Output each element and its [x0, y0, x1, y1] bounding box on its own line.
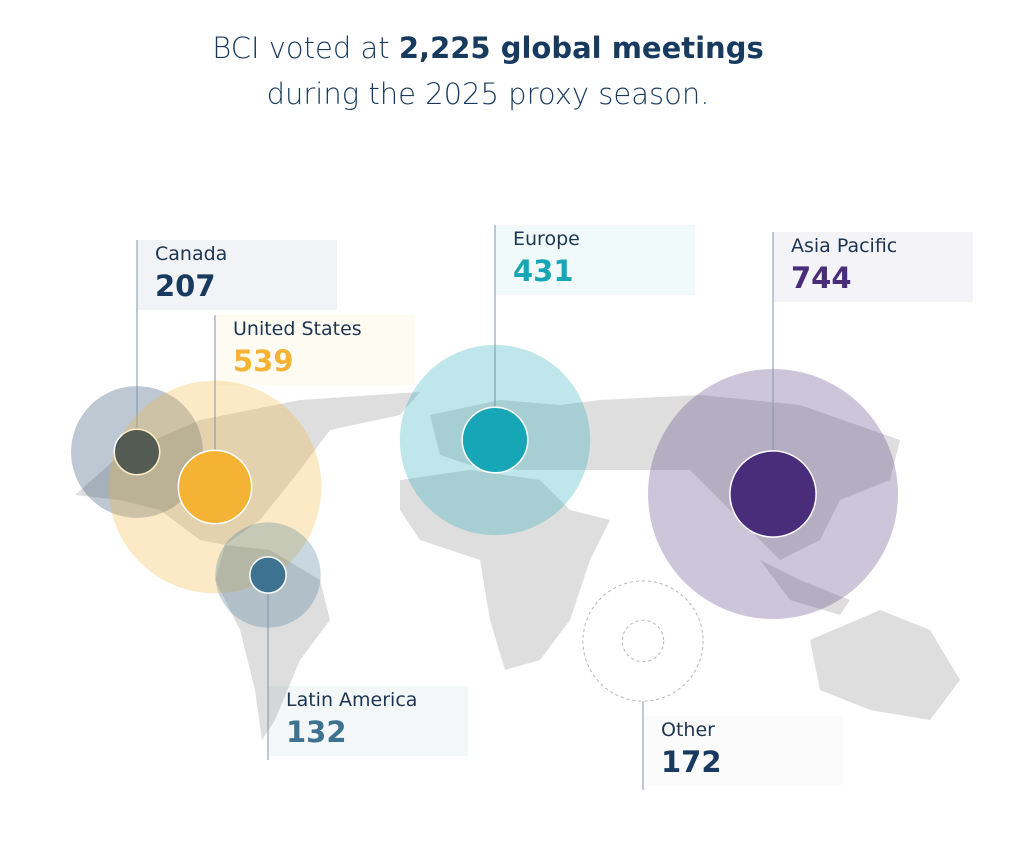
title-line-2: during the 2025 proxy season.	[267, 77, 710, 111]
label-panel	[215, 315, 415, 385]
region-name: Other	[661, 719, 715, 741]
title-emphasis: 2,225 global meetings	[399, 31, 764, 65]
region-name: Canada	[155, 243, 227, 265]
label-panel	[495, 225, 695, 295]
region-name: United States	[233, 318, 362, 340]
region: Latin America 132	[215, 522, 468, 760]
label-panel	[268, 686, 468, 756]
region-name: Latin America	[286, 689, 417, 711]
label-panel	[137, 240, 337, 310]
bubble	[729, 450, 817, 538]
bubble	[461, 406, 529, 474]
bubble-halo	[582, 580, 704, 702]
region: United States 539	[108, 315, 415, 594]
region-name: Asia Pacific	[791, 235, 897, 257]
regions: Canada 207 United States 539 Europe 431 Asia P…	[71, 225, 973, 790]
title-prefix: BCI voted at	[212, 31, 389, 65]
region-value: 172	[661, 745, 722, 779]
region: Asia Pacific 744	[648, 232, 973, 619]
bubble	[113, 428, 161, 476]
region: Canada 207	[71, 240, 337, 518]
bubble	[249, 556, 287, 594]
label-panel	[773, 232, 973, 302]
region: Europe 431	[399, 225, 695, 536]
bubble	[177, 449, 253, 525]
region-value: 539	[233, 344, 294, 378]
region-value: 132	[286, 715, 347, 749]
title-line-1: BCI voted at 2,225 global meetings	[212, 31, 763, 65]
region: Other 172	[582, 580, 843, 790]
region-value: 744	[791, 261, 852, 295]
region-value: 207	[155, 269, 216, 303]
bubble	[621, 619, 665, 663]
label-panel	[643, 716, 843, 786]
region-name: Europe	[513, 228, 580, 250]
region-value: 431	[513, 254, 574, 288]
